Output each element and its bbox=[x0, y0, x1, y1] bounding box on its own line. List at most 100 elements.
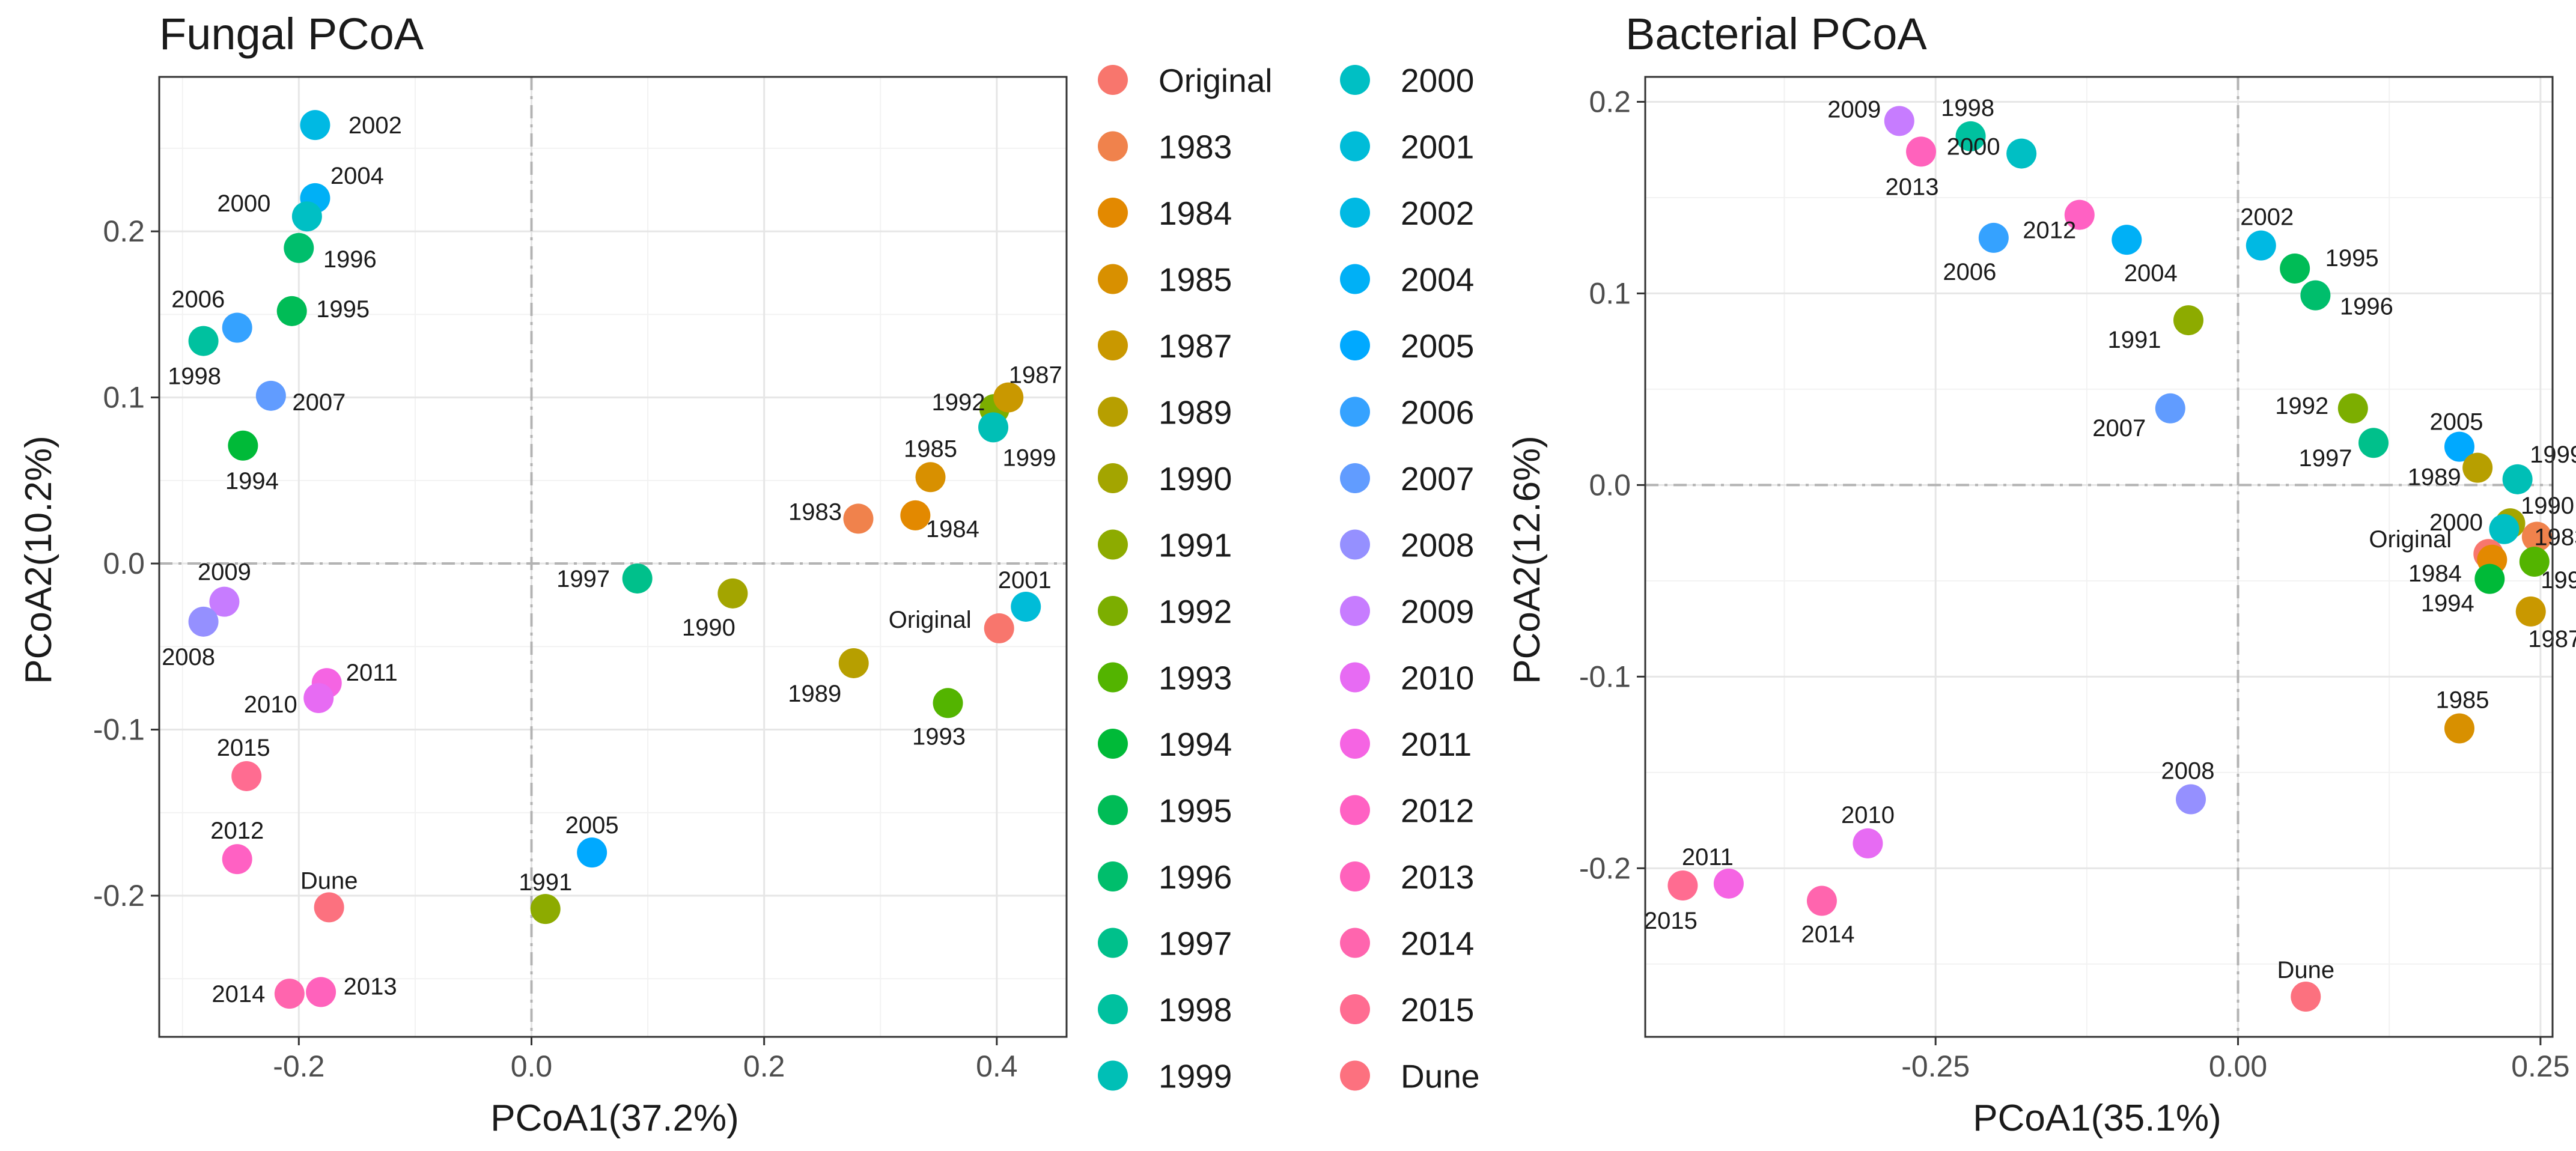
x-tick-label: -0.25 bbox=[1901, 1049, 1970, 1083]
y-axis-title-bacterial: PCoA2(12.6%) bbox=[1506, 436, 1548, 684]
point-2010 bbox=[1853, 828, 1883, 858]
panel-title-fungal: Fungal PCoA bbox=[159, 9, 424, 59]
x-tick-label: 0.4 bbox=[976, 1049, 1018, 1083]
point-label-original: Original bbox=[2369, 526, 2452, 553]
point-label-2007: 2007 bbox=[2092, 415, 2146, 442]
legend-key bbox=[1340, 1060, 1370, 1091]
point-label-1997: 1997 bbox=[556, 566, 610, 592]
point-1987 bbox=[993, 382, 1024, 413]
legend-label: 1997 bbox=[1159, 925, 1232, 962]
point-2013 bbox=[306, 977, 336, 1007]
point-label-1991: 1991 bbox=[519, 869, 572, 896]
y-tick-label: 0.1 bbox=[1589, 276, 1631, 310]
legend-key bbox=[1340, 994, 1370, 1024]
point-1997 bbox=[2358, 428, 2389, 458]
point-2006 bbox=[222, 312, 252, 343]
point-2010 bbox=[303, 683, 334, 713]
legend-item-2010: 2010 bbox=[1340, 660, 1474, 697]
point-1998 bbox=[188, 326, 219, 356]
legend-key bbox=[1340, 396, 1370, 427]
legend-item-1998: 1998 bbox=[1098, 991, 1232, 1028]
point-1995 bbox=[276, 296, 307, 326]
point-label-2011: 2011 bbox=[1682, 844, 1734, 870]
point-label-1997: 1997 bbox=[2299, 445, 2352, 472]
point-label-2014: 2014 bbox=[212, 981, 265, 1007]
point-label-2000: 2000 bbox=[217, 190, 270, 217]
point-1985 bbox=[2444, 713, 2474, 744]
point-label-1984: 1984 bbox=[2408, 560, 2462, 587]
point-2009 bbox=[209, 586, 240, 617]
y-tick-label: -0.2 bbox=[1579, 851, 1631, 885]
legend-label: 2013 bbox=[1401, 858, 1474, 896]
point-2013 bbox=[1906, 136, 1937, 167]
point-label-2008: 2008 bbox=[2161, 758, 2215, 784]
point-label-1991: 1991 bbox=[2107, 327, 2161, 353]
point-label-2010: 2010 bbox=[1841, 802, 1895, 828]
legend-key bbox=[1098, 994, 1128, 1024]
legend-item-2009: 2009 bbox=[1340, 593, 1474, 630]
point-1996 bbox=[284, 232, 314, 263]
legend-key bbox=[1340, 795, 1370, 825]
legend-item-2002: 2002 bbox=[1340, 195, 1474, 232]
point-label-2009: 2009 bbox=[198, 559, 251, 586]
legend-label: 1992 bbox=[1159, 593, 1232, 630]
legend-key bbox=[1340, 596, 1370, 626]
plot-background bbox=[159, 77, 1067, 1037]
legend-key bbox=[1098, 264, 1128, 294]
point-2007 bbox=[255, 380, 286, 411]
x-tick-label: -0.2 bbox=[273, 1049, 324, 1083]
legend-label: 1994 bbox=[1159, 726, 1232, 763]
point-2002 bbox=[2246, 230, 2276, 261]
legend-key bbox=[1340, 662, 1370, 693]
legend-label: 2002 bbox=[1401, 195, 1474, 232]
point-label-2004: 2004 bbox=[2124, 260, 2178, 287]
legend-key bbox=[1098, 330, 1128, 360]
legend-item-1989: 1989 bbox=[1098, 394, 1232, 431]
point-label-1995: 1995 bbox=[2325, 245, 2379, 272]
point-label-1990: 1990 bbox=[2521, 493, 2574, 519]
point-label-2013: 2013 bbox=[344, 973, 397, 1000]
point-1991 bbox=[2173, 305, 2203, 336]
point-label-2006: 2006 bbox=[1943, 259, 1996, 285]
x-axis-title-fungal: PCoA1(37.2%) bbox=[490, 1098, 739, 1139]
point-label-1985: 1985 bbox=[904, 436, 957, 462]
x-tick-label: 0.00 bbox=[2209, 1049, 2267, 1083]
legend-item-2006: 2006 bbox=[1340, 394, 1474, 431]
point-1999 bbox=[2502, 464, 2533, 494]
legend-label: 1991 bbox=[1159, 527, 1232, 564]
legend-item-original: Original bbox=[1098, 62, 1273, 99]
point-label-1987: 1987 bbox=[1009, 362, 1062, 389]
point-label-dune: Dune bbox=[2277, 957, 2334, 983]
point-2008 bbox=[188, 606, 219, 637]
legend-label: 1987 bbox=[1159, 327, 1232, 365]
y-tick-label: 0.0 bbox=[1589, 468, 1631, 502]
point-label-1994: 1994 bbox=[225, 468, 279, 494]
point-1993 bbox=[933, 688, 963, 718]
legend-item-1987: 1987 bbox=[1098, 327, 1232, 365]
legend-label: 1983 bbox=[1159, 129, 1232, 166]
legend-label: 2015 bbox=[1401, 991, 1474, 1028]
legend-item-2000: 2000 bbox=[1340, 62, 1474, 99]
legend-item-2015: 2015 bbox=[1340, 991, 1474, 1028]
point-label-2013: 2013 bbox=[1886, 174, 1939, 200]
legend-item-2012: 2012 bbox=[1340, 792, 1474, 830]
legend-label: 1993 bbox=[1159, 660, 1232, 697]
point-1996 bbox=[2300, 280, 2331, 311]
y-tick-label: -0.1 bbox=[1579, 660, 1631, 693]
legend-key bbox=[1340, 529, 1370, 560]
point-original bbox=[984, 613, 1014, 643]
legend-label: 1996 bbox=[1159, 858, 1232, 896]
point-1994 bbox=[228, 430, 258, 461]
legend-label: 2006 bbox=[1401, 394, 1474, 431]
legend-item-1991: 1991 bbox=[1098, 527, 1232, 564]
bacterial-pcoa-plot: -0.25 0.00 0.25 -0.2 -0.1 0.0 0.1 0.2 2009 1998 20… bbox=[1579, 76, 2576, 1083]
point-label-2002: 2002 bbox=[349, 112, 402, 139]
legend-item-1994: 1994 bbox=[1098, 726, 1232, 763]
legend-label: 1990 bbox=[1159, 460, 1232, 497]
point-1984 bbox=[900, 500, 931, 530]
legend-label: 2011 bbox=[1401, 726, 1472, 763]
point-label-2015: 2015 bbox=[217, 735, 270, 761]
point-label-2014: 2014 bbox=[1801, 922, 1854, 948]
legend-item-2008: 2008 bbox=[1340, 527, 1474, 564]
